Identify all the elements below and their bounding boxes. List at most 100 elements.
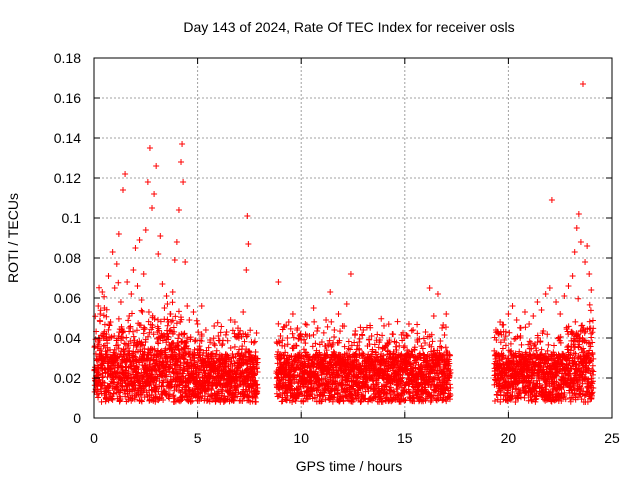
data-point xyxy=(244,331,251,338)
data-point xyxy=(133,327,140,334)
data-point xyxy=(589,317,596,324)
data-point xyxy=(396,342,403,349)
y-tick-label: 0.02 xyxy=(54,370,81,386)
data-point xyxy=(374,331,381,338)
data-point xyxy=(239,369,246,376)
data-point xyxy=(105,326,112,333)
data-point xyxy=(314,328,321,335)
data-point xyxy=(118,333,125,340)
data-point xyxy=(179,141,186,147)
data-point xyxy=(171,346,178,353)
data-point xyxy=(300,346,307,353)
data-point xyxy=(117,299,124,305)
data-point xyxy=(99,373,106,380)
data-point xyxy=(275,348,282,355)
data-point xyxy=(160,376,167,383)
data-point xyxy=(141,345,148,352)
data-point xyxy=(96,284,103,291)
data-point xyxy=(146,382,153,389)
data-point xyxy=(144,364,151,371)
data-point xyxy=(138,341,145,348)
data-point xyxy=(141,325,148,332)
data-point xyxy=(175,207,182,213)
data-point xyxy=(115,315,122,322)
data-point xyxy=(572,318,579,325)
data-point xyxy=(254,369,261,376)
data-point xyxy=(152,367,159,374)
data-point xyxy=(306,355,313,362)
data-point xyxy=(102,388,109,395)
data-point xyxy=(92,313,99,320)
data-point xyxy=(191,338,198,345)
data-point xyxy=(289,360,296,367)
data-point xyxy=(577,239,584,245)
data-point xyxy=(586,271,593,277)
data-point xyxy=(251,370,258,377)
data-point xyxy=(314,325,321,331)
y-tick-label: 0.04 xyxy=(54,330,81,346)
data-point xyxy=(303,395,310,402)
data-point xyxy=(131,396,138,403)
data-point xyxy=(175,335,182,342)
data-point xyxy=(237,327,244,334)
data-point xyxy=(155,251,162,257)
data-point xyxy=(292,398,299,405)
data-point xyxy=(119,329,126,336)
x-tick-label: 10 xyxy=(293,430,309,446)
data-point xyxy=(189,397,196,404)
data-point xyxy=(227,345,234,351)
data-point xyxy=(327,289,334,295)
data-point xyxy=(434,291,441,297)
data-point xyxy=(111,346,118,353)
data-point xyxy=(548,197,555,203)
data-point xyxy=(575,295,582,302)
data-point xyxy=(579,81,586,87)
data-point xyxy=(159,281,166,287)
data-point xyxy=(337,328,344,335)
data-point xyxy=(499,345,506,352)
data-point xyxy=(101,321,108,328)
data-point xyxy=(171,328,178,335)
data-point xyxy=(254,355,261,362)
data-point xyxy=(134,387,141,394)
data-point xyxy=(138,397,145,404)
data-point xyxy=(573,225,580,231)
data-point xyxy=(215,364,222,371)
data-point xyxy=(108,395,115,402)
data-point xyxy=(328,318,335,325)
data-point xyxy=(491,397,498,404)
data-point xyxy=(553,299,560,305)
data-point xyxy=(343,301,350,307)
data-point xyxy=(231,397,238,404)
data-point xyxy=(513,317,520,323)
data-point xyxy=(275,320,282,327)
data-point xyxy=(347,271,354,277)
data-point xyxy=(275,393,282,400)
data-point xyxy=(130,333,137,340)
data-point xyxy=(414,321,421,328)
data-point xyxy=(166,395,173,402)
data-point xyxy=(100,312,107,319)
data-point xyxy=(191,355,198,362)
data-point xyxy=(175,308,182,315)
data-point xyxy=(157,318,164,325)
data-point xyxy=(219,341,226,347)
data-point xyxy=(166,364,173,371)
data-point xyxy=(117,396,124,403)
data-point xyxy=(588,287,595,293)
data-point xyxy=(229,327,236,334)
data-point xyxy=(126,359,133,366)
data-point xyxy=(426,285,433,291)
data-point xyxy=(279,337,286,344)
data-point xyxy=(164,333,171,340)
data-point xyxy=(429,338,436,345)
data-point xyxy=(167,361,174,368)
data-point xyxy=(113,261,120,267)
y-tick-label: 0.18 xyxy=(54,50,81,66)
data-points xyxy=(91,81,597,405)
data-point xyxy=(518,341,525,348)
data-point xyxy=(149,371,156,378)
data-point xyxy=(157,233,164,239)
data-point xyxy=(371,386,378,393)
